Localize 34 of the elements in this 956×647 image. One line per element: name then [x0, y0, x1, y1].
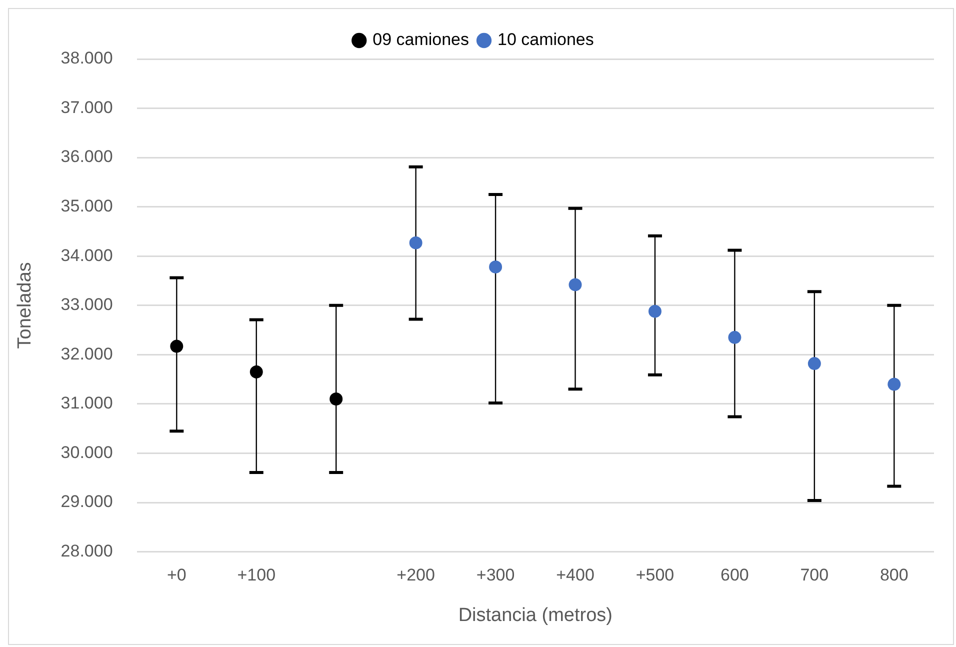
x-tick-label: 800 — [880, 566, 908, 585]
x-tick-label: +100 — [237, 566, 276, 585]
y-tick-label: 35.000 — [60, 196, 113, 216]
y-tick-label: 32.000 — [60, 344, 113, 364]
legend-label: 10 camiones — [498, 30, 594, 50]
point — [330, 392, 343, 406]
x-tick-label: +500 — [636, 566, 674, 585]
y-tick-label: 33.000 — [60, 295, 113, 314]
x-tick-label: +400 — [556, 566, 594, 585]
x-axis-title: Distancia (metros) — [458, 604, 612, 626]
point — [808, 357, 821, 370]
y-tick-label: 28.000 — [60, 541, 113, 560]
x-tick-label: +300 — [476, 566, 515, 585]
point — [489, 260, 502, 274]
point — [250, 365, 263, 378]
x-tick-label: +0 — [166, 566, 186, 585]
x-tick-label: 600 — [720, 566, 749, 585]
point — [888, 378, 901, 391]
y-tick-label: 38.000 — [60, 48, 113, 68]
y-tick-label: 29.000 — [60, 492, 113, 512]
point — [568, 278, 582, 292]
y-tick-label: 34.000 — [60, 246, 113, 265]
legend-label: 09 camiones — [372, 30, 469, 50]
point — [170, 340, 184, 353]
y-tick-label: 30.000 — [60, 442, 113, 462]
x-tick-label: +200 — [396, 566, 435, 585]
point — [728, 330, 742, 344]
point — [409, 236, 422, 250]
y-axis-title: Toneladas — [14, 262, 36, 349]
point — [648, 304, 662, 318]
y-tick-label: 31.000 — [60, 394, 113, 413]
x-tick-label: 700 — [800, 566, 829, 585]
y-tick-label: 37.000 — [60, 98, 113, 117]
y-tick-label: 36.000 — [60, 147, 113, 166]
